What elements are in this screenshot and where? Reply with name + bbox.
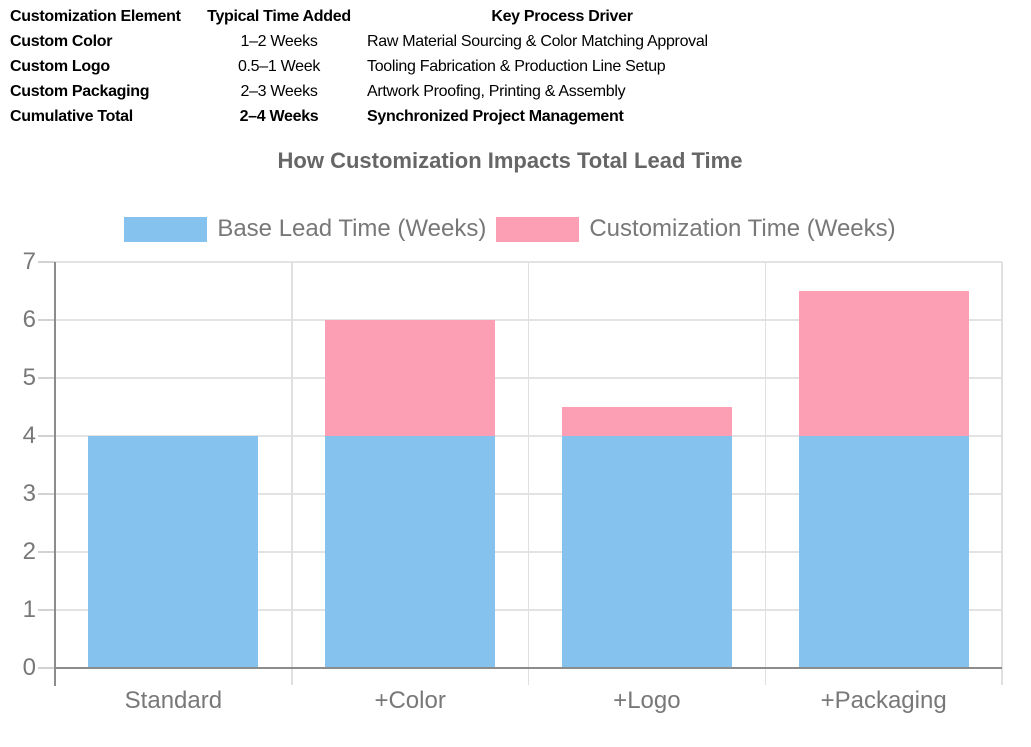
y-tick-mark [38,377,55,379]
bar-segment[interactable] [561,436,732,668]
grid-line-v [291,262,293,685]
y-tick-label: 4 [22,422,36,449]
y-tick-mark [38,261,55,263]
y-tick-label: 3 [22,480,36,507]
table-row-element: Custom Packaging [10,83,150,100]
table-header-time: Typical Time Added [207,8,351,25]
x-tick-label: +Logo [613,687,681,714]
y-tick-mark [38,493,55,495]
legend-swatch-pink [496,216,580,242]
x-tick-label: +Color [374,687,446,714]
legend-item-base-lead-time[interactable]: Base Lead Time (Weeks) [124,215,486,243]
bar-segment[interactable] [325,436,496,668]
y-tick-mark [38,667,55,669]
table-row-time: 0.5–1 Week [237,58,321,75]
y-tick-mark [38,435,55,437]
legend-label: Base Lead Time (Weeks) [217,215,487,242]
table-row-time: 2–3 Weeks [240,83,318,100]
y-tick-label: 5 [22,364,36,391]
table-header-element: Customization Element [10,8,181,25]
table-row-driver: Synchronized Project Management [367,108,624,125]
bar-segment[interactable] [88,436,259,668]
y-tick-label: 7 [22,248,36,275]
bar-segment[interactable] [798,436,969,668]
x-tick-label: +Packaging [820,687,947,714]
table-header-driver: Key Process Driver [491,8,633,25]
y-tick-mark [38,609,55,611]
table-row-element: Custom Logo [10,58,110,75]
chart-legend: Base Lead Time (Weeks) Customization Tim… [0,215,1020,243]
legend-item-customization-time[interactable]: Customization Time (Weeks) [496,215,896,243]
x-axis-labels: Standard +Color +Logo +Packaging [55,686,1002,718]
customization-spec-table: Customization Element Typical Time Added… [10,4,757,129]
x-tick-label: Standard [124,687,223,714]
bar-segment[interactable] [325,320,496,436]
y-tick-label: 2 [22,538,36,565]
y-tick-label: 1 [22,596,36,623]
table-row-driver: Tooling Fabrication & Production Line Se… [367,58,666,75]
grid-line-v [527,262,530,685]
plot-area[interactable] [38,261,1003,686]
table-row-driver: Raw Material Sourcing & Color Matching A… [367,33,708,50]
bar-segment[interactable] [561,407,732,436]
y-tick-label: 6 [22,306,36,333]
legend-label: Customization Time (Weeks) [589,215,896,242]
table-row-element: Custom Color [10,33,113,50]
chart-title: How Customization Impacts Total Lead Tim… [277,148,743,173]
y-tick-label: 0 [22,654,36,681]
grid-line-v [1001,262,1003,685]
table-row-time: 1–2 Weeks [240,33,318,50]
legend-swatch-blue [124,216,208,242]
table-row-time: 2–4 Weeks [239,108,319,125]
y-tick-mark [38,551,55,553]
grid-line-v [764,262,766,685]
y-axis-labels: 0 1 2 3 4 5 6 7 [0,249,36,681]
bar-segment[interactable] [798,291,969,436]
table-row-element: Cumulative Total [10,108,133,125]
y-tick-mark [38,319,55,321]
y-axis-line [54,262,56,686]
x-axis-line [54,667,1002,669]
table-row-driver: Artwork Proofing, Printing & Assembly [367,83,626,100]
